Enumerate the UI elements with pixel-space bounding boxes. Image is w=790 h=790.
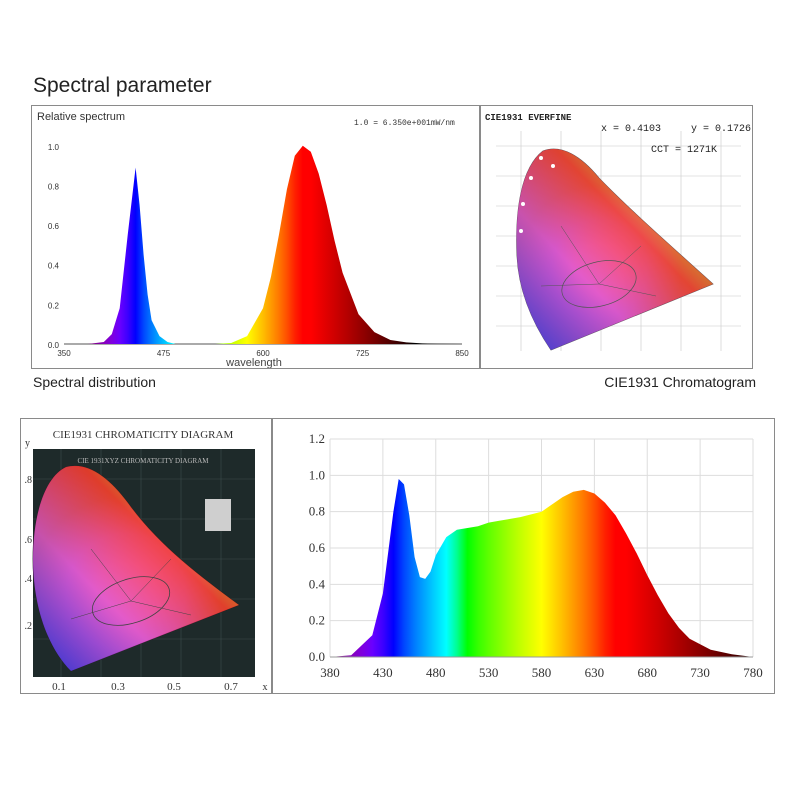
y-tick-label: 0.6 [309, 540, 326, 555]
scale-note: 1.0 = 6.350e+001mW/nm [354, 119, 455, 128]
y-tick-label: 0.0 [309, 649, 325, 664]
x-tick-label: 725 [356, 349, 370, 358]
y-axis-letter: y [25, 438, 30, 449]
cie-warm-overlay-top [516, 149, 713, 350]
x-tick: 0.7 [224, 681, 238, 693]
cct-value: CCT = 1271K [651, 145, 717, 156]
y-tick-label: 0.8 [48, 182, 60, 191]
x-tick-label: 350 [57, 349, 71, 358]
y-tick-label: 1.0 [309, 467, 325, 482]
cie-panel-top: CIE1931 EVERFINE x = 0.4103 y = 0.1726 C… [480, 105, 753, 369]
y-tick-label: 0.6 [48, 222, 60, 231]
tick-labels-bottom: 380 430 480 530 580 630 680 730 780 0.0 0.2 0.4 0.6 0… [309, 431, 763, 680]
y-tick-label: 0.2 [309, 613, 325, 628]
cie-chart-bottom: CIE1931 CHROMATICITY DIAGRAM y CIE 1931X… [25, 429, 268, 693]
wavelength-dots-top [519, 156, 555, 233]
cie-panel-bottom: CIE1931 CHROMATICITY DIAGRAM y CIE 1931X… [20, 418, 272, 694]
chromaticity-y: y = 0.1726 [691, 124, 751, 135]
y-tick: .8 [25, 475, 33, 486]
y-tick: .6 [25, 535, 33, 546]
x-tick-label: 475 [157, 349, 171, 358]
x-tick: 0.3 [111, 681, 125, 693]
y-tick-label: 1.2 [309, 431, 325, 446]
x-tick-label: 530 [479, 665, 499, 680]
cie-diagram-subtitle: CIE 1931XYZ CHROMATICITY DIAGRAM [78, 457, 210, 465]
spectrum-chart-bottom: 380 430 480 530 580 630 680 730 780 0.0 0.2 0.4 0.6 0… [309, 431, 763, 680]
y-axis-label: Relative spectrum [37, 111, 125, 123]
spectrum-panel-top: Relative spectrum 1.0 = 6.350e+001mW/nm … [31, 105, 480, 369]
cie-diagram-title: CIE1931 CHROMATICITY DIAGRAM [53, 429, 234, 441]
x-tick: 0.1 [52, 681, 66, 693]
x-tick-label: 630 [585, 665, 605, 680]
x-tick-label: 480 [426, 665, 446, 680]
y-tick-label: 1.0 [48, 143, 60, 152]
spectrum-chart-top: Relative spectrum 1.0 = 6.350e+001mW/nm … [37, 111, 469, 369]
x-axis-label: wavelength [225, 357, 282, 368]
spectrum-panel-bottom: 380 430 480 530 580 630 680 730 780 0.0 0.2 0.4 0.6 0… [272, 418, 775, 694]
chromaticity-x: x = 0.4103 [601, 124, 661, 135]
page-title: Spectral parameter [33, 74, 212, 97]
y-tick-label: 0.4 [309, 576, 326, 591]
isotemperature-lines-top [540, 225, 657, 297]
x-tick-label: 850 [455, 349, 469, 358]
cie-warm-overlay-bottom [33, 465, 239, 671]
cie-chart-top: CIE1931 EVERFINE x = 0.4103 y = 0.1726 C… [485, 113, 751, 351]
x-tick-label: 430 [373, 665, 393, 680]
x-tick: 0.5 [167, 681, 181, 693]
isotemperature-lines-bottom [70, 548, 192, 620]
x-tick-label: 380 [320, 665, 340, 680]
planckian-locus-top [561, 260, 637, 308]
spectrum-area-top [64, 145, 462, 344]
cie-title: CIE1931 EVERFINE [485, 113, 572, 123]
y-tick-label: 0.8 [309, 504, 325, 519]
x-tick-label: 730 [690, 665, 710, 680]
x-tick-label: 580 [532, 665, 552, 680]
x-tick-labels-bottom: 0.1 0.3 0.5 0.7 x [52, 681, 267, 693]
y-tick-label: 0.2 [48, 301, 60, 310]
x-tick-label: 600 [256, 349, 270, 358]
y-tick: .4 [25, 574, 33, 585]
caption-cie-chromatogram: CIE1931 Chromatogram [604, 374, 756, 390]
legend-box [205, 499, 231, 531]
y-tick-label: 0.4 [48, 262, 60, 271]
y-tick-label: 0.0 [48, 341, 60, 350]
planckian-locus-bottom [91, 576, 171, 626]
y-tick-labels-bottom: .8 .6 .4 .2 [25, 475, 33, 632]
x-tick-label: 680 [638, 665, 658, 680]
caption-spectral-distribution: Spectral distribution [33, 374, 156, 390]
x-axis-letter: x [263, 682, 268, 693]
tick-labels-top: 350 475 600 725 850 0.0 0.2 0.4 0.6 0.8 1.0 [48, 143, 469, 358]
x-tick-label: 780 [743, 665, 763, 680]
y-tick: .2 [25, 621, 33, 632]
